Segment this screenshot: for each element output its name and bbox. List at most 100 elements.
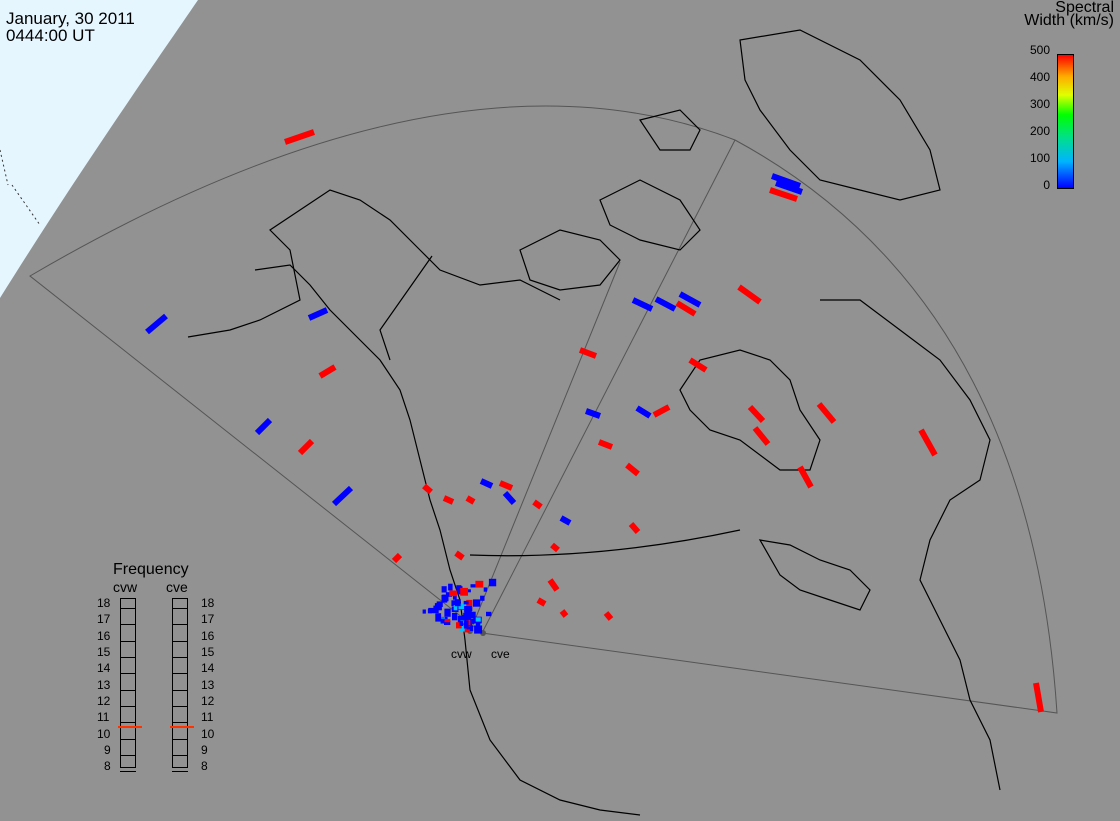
colorbar-tick: 200 (1029, 124, 1050, 138)
echo-cell (456, 622, 462, 629)
echo-cell (454, 550, 465, 561)
echo-cell (488, 578, 497, 587)
echo-cell (797, 465, 814, 489)
echo-cell (597, 439, 614, 450)
frequency-gridline (120, 608, 136, 609)
frequency-gridline (120, 690, 136, 691)
frequency-gridline (120, 739, 136, 740)
frequency-gridline (172, 673, 188, 674)
echo-cell (436, 601, 443, 607)
echo-cell (444, 620, 451, 625)
echo-cell (441, 594, 449, 602)
frequency-gridline (172, 624, 188, 625)
echo-cell (452, 613, 458, 621)
frequency-title: Frequency (113, 561, 189, 578)
echo-cell (747, 404, 766, 424)
echo-cell (422, 483, 433, 495)
echo-cell (435, 613, 442, 622)
echo-cell (469, 618, 475, 624)
echo-cell (652, 404, 671, 418)
frequency-tick-right: 17 (201, 612, 215, 627)
echo-cell (254, 417, 273, 436)
echo-cell (918, 428, 938, 457)
frequency-gridline (172, 771, 188, 772)
terminator-dotted-line (0, 149, 41, 226)
echo-cell (448, 583, 453, 591)
frequency-gridline (172, 608, 188, 609)
echo-cell (532, 499, 543, 510)
echo-cell (427, 608, 433, 614)
frequency-tick-left: 11 (97, 710, 110, 725)
echo-cell (454, 599, 461, 607)
frequency-tick-right: 9 (201, 743, 208, 758)
echo-cell (578, 347, 598, 359)
frequency-gridline (120, 624, 136, 625)
echo-cell (483, 587, 488, 592)
frequency-tick-left: 10 (97, 726, 111, 741)
echo-cell (284, 129, 315, 145)
site-label-cvw: cvw (451, 647, 472, 661)
field-of-view-outline (29, 105, 1058, 714)
coastlines (187, 29, 1001, 816)
echo-cell (688, 357, 708, 373)
echo-cell (498, 480, 514, 491)
frequency-gridline (120, 722, 136, 723)
echo-cell (550, 542, 560, 553)
frequency-tick-right: 12 (201, 694, 215, 709)
echo-cell (460, 587, 468, 596)
date-label: January, 30 2011 (6, 9, 135, 28)
colorbar-title-line1: Spectral (1055, 0, 1114, 16)
frequency-tick-right: 18 (201, 596, 215, 610)
frequency-gridline (172, 755, 188, 756)
echo-cell (752, 426, 771, 446)
echo-cell (502, 490, 517, 506)
frequency-gauge-cve (172, 598, 188, 768)
echo-cell (816, 402, 837, 424)
frequency-gridline (120, 706, 136, 707)
echo-cell (451, 600, 456, 606)
frequency-tick-right: 8 (201, 759, 208, 774)
echo-cell (466, 626, 472, 630)
frequency-gridline (172, 657, 188, 658)
echo-cell (635, 405, 652, 419)
frequency-gridline (120, 657, 136, 658)
echo-cell (625, 462, 640, 477)
echo-cell (463, 625, 470, 633)
frequency-gridline (172, 641, 188, 642)
frequency-tick-left: 9 (104, 743, 111, 758)
frequency-gridline (172, 690, 188, 691)
echo-cell (145, 313, 168, 335)
echo-cell (472, 599, 481, 607)
echo-cell (631, 297, 654, 312)
frequency-gridline (172, 706, 188, 707)
frequency-tick-right: 16 (201, 628, 215, 643)
echo-cell (559, 515, 572, 526)
echo-cell (318, 364, 337, 379)
echo-cell (470, 584, 476, 588)
frequency-tick-left: 15 (97, 645, 111, 660)
echo-cell (457, 603, 466, 610)
echo-cell (654, 296, 677, 312)
echo-cell (486, 611, 492, 617)
echo-cell (453, 605, 458, 611)
frequency-tick-left: 13 (97, 677, 111, 692)
echo-cell (445, 592, 453, 597)
echo-cell (474, 625, 483, 634)
echo-cell (1033, 682, 1044, 713)
frequency-gridline (172, 739, 188, 740)
frequency-tick-left: 18 (97, 596, 111, 610)
echo-cell (475, 617, 481, 622)
echo-cell (775, 180, 803, 195)
echo-cell (468, 611, 476, 619)
echo-cell (442, 495, 455, 505)
frequency-marker-cve (170, 726, 194, 728)
echo-cell (459, 624, 465, 632)
echo-cell (463, 620, 469, 629)
frequency-tick-left: 14 (97, 661, 111, 676)
daylight-region (0, 0, 198, 298)
colorbar-tick: 0 (1043, 178, 1050, 192)
echo-cell (457, 586, 463, 594)
colorbar-tick: 300 (1029, 97, 1050, 111)
echo-cell (559, 609, 569, 618)
